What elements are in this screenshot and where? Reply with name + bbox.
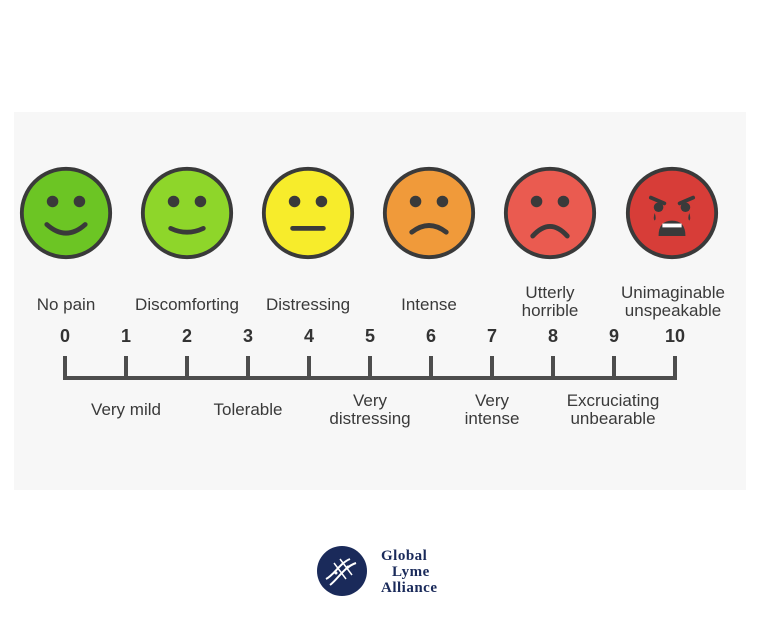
face-no-pain-icon <box>19 166 113 260</box>
scale-tick-7 <box>490 356 494 378</box>
scale-tick-9 <box>612 356 616 378</box>
scale-number-1: 1 <box>120 326 132 346</box>
scale-number-0: 0 <box>59 326 71 346</box>
face-intense-icon <box>382 166 476 260</box>
face-utterly-horrible-icon <box>503 166 597 260</box>
scale-tick-8 <box>551 356 555 378</box>
scale-number-6: 6 <box>425 326 437 346</box>
scale-number-5: 5 <box>364 326 376 346</box>
scale-number-4: 4 <box>303 326 315 346</box>
label-unimaginable-unspeakable: Unimaginable unspeakable <box>621 283 725 320</box>
label-very-mild: Very mild <box>91 400 161 419</box>
scale-number-2: 2 <box>181 326 193 346</box>
label-utterly-horrible: Utterly horrible <box>521 283 579 320</box>
scale-tick-3 <box>246 356 250 378</box>
scale-tick-2 <box>185 356 189 378</box>
scale-tick-5 <box>368 356 372 378</box>
scale-tick-6 <box>429 356 433 378</box>
label-very-intense: Very intense <box>464 391 520 428</box>
scale-axis-line <box>63 376 677 380</box>
scale-tick-0 <box>63 356 67 378</box>
logo-text-line3: Alliance <box>381 580 438 596</box>
label-intense: Intense <box>401 295 457 314</box>
face-distressing-icon <box>261 166 355 260</box>
scale-number-9: 9 <box>608 326 620 346</box>
label-discomforting: Discomforting <box>135 295 239 314</box>
label-very-distressing: Very distressing <box>329 391 411 428</box>
scale-tick-4 <box>307 356 311 378</box>
pain-scale-panel <box>14 112 746 490</box>
label-excruciating-unbearable: Excruciating unbearable <box>566 391 660 428</box>
face-discomforting-icon <box>140 166 234 260</box>
face-unimaginable-icon <box>625 166 719 260</box>
scale-number-7: 7 <box>486 326 498 346</box>
global-lyme-alliance-logo-icon <box>317 546 367 596</box>
scale-number-8: 8 <box>547 326 559 346</box>
scale-tick-10 <box>673 356 677 378</box>
label-distressing: Distressing <box>265 295 351 314</box>
logo-text-line1: Global <box>381 548 428 564</box>
scale-tick-1 <box>124 356 128 378</box>
scale-number-3: 3 <box>242 326 254 346</box>
logo-text-line2: Lyme <box>392 564 430 580</box>
scale-number-10: 10 <box>664 326 686 346</box>
label-no-pain: No pain <box>36 295 96 314</box>
label-tolerable: Tolerable <box>213 400 283 419</box>
